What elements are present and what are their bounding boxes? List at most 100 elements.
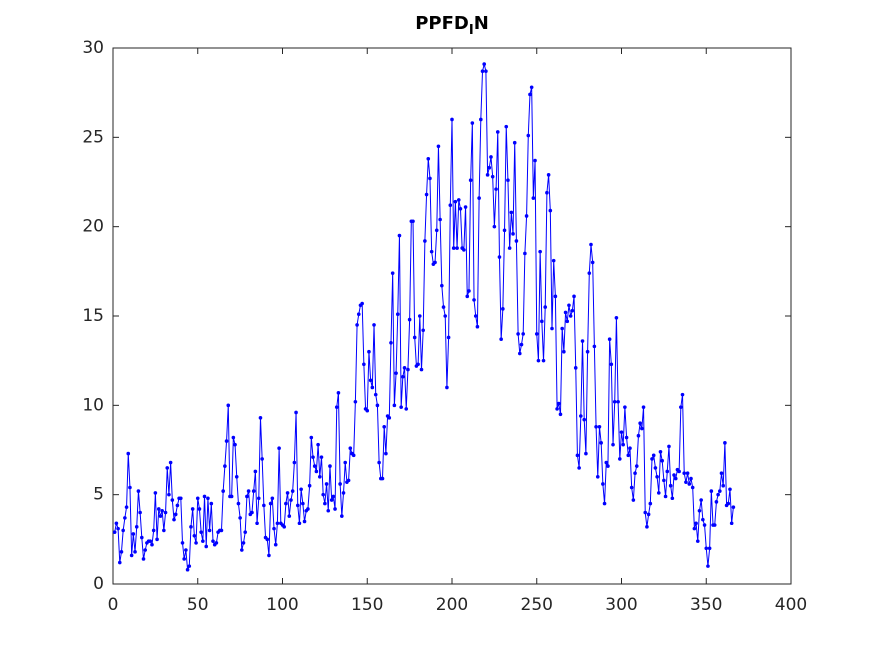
data-point: [485, 173, 490, 177]
data-point: [499, 337, 503, 342]
data-point: [653, 466, 658, 470]
y-tick-label: 30: [82, 38, 104, 58]
data-point: [634, 464, 639, 468]
data-point: [319, 455, 324, 459]
data-point: [353, 399, 358, 404]
data-point: [343, 460, 348, 465]
data-point: [258, 416, 263, 420]
data-point: [292, 460, 297, 465]
data-point: [453, 199, 458, 204]
data-point: [412, 335, 417, 340]
data-point: [706, 564, 710, 568]
data-point: [536, 358, 541, 363]
data-point: [138, 510, 142, 515]
data-point: [277, 446, 281, 451]
data-point: [223, 464, 227, 468]
data-point: [455, 246, 459, 250]
data-point: [206, 496, 210, 501]
data-point: [211, 539, 215, 543]
data-point: [241, 541, 246, 545]
x-tick-label: 50: [187, 595, 209, 615]
data-point: [475, 324, 480, 329]
data-point: [679, 405, 683, 409]
data-point: [116, 526, 120, 531]
data-point: [541, 358, 546, 363]
data-point: [621, 442, 625, 447]
data-point: [556, 401, 561, 406]
data-point: [173, 512, 178, 517]
data-point: [306, 507, 310, 511]
data-point: [253, 469, 258, 474]
data-point: [402, 366, 407, 370]
title-main: PPFD: [415, 13, 469, 34]
data-point: [728, 487, 732, 492]
data-point: [624, 435, 629, 440]
data-point: [611, 442, 615, 447]
data-point: [179, 496, 183, 501]
data-point: [523, 251, 527, 256]
data-point: [580, 339, 585, 343]
data-point: [533, 158, 537, 163]
data-point: [250, 510, 254, 515]
data-point: [424, 192, 429, 197]
data-point: [233, 442, 237, 447]
data-point: [155, 537, 159, 542]
data-point: [411, 219, 415, 224]
data-point: [341, 491, 346, 495]
data-point: [507, 246, 512, 250]
data-point: [311, 455, 315, 459]
data-point: [384, 451, 388, 456]
title-rest: N: [474, 13, 489, 34]
data-point: [524, 214, 529, 218]
data-point: [721, 483, 725, 488]
data-point: [477, 196, 481, 200]
data-point: [331, 494, 336, 499]
data-point: [626, 453, 631, 458]
data-point: [589, 242, 593, 247]
data-point: [394, 371, 398, 375]
data-point: [534, 332, 539, 336]
data-point: [714, 500, 719, 504]
data-point: [197, 507, 202, 511]
data-point: [629, 485, 634, 490]
data-point: [514, 239, 519, 243]
data-point: [694, 521, 698, 526]
x-tick-label: 350: [690, 595, 722, 615]
data-point: [375, 403, 380, 408]
data-point: [473, 314, 478, 318]
data-point: [695, 539, 700, 543]
data-point: [419, 367, 424, 372]
data-point: [156, 507, 161, 511]
data-point: [445, 385, 449, 390]
data-point: [572, 294, 576, 299]
data-point: [568, 314, 573, 318]
data-point: [126, 451, 131, 456]
data-point: [240, 548, 244, 552]
data-point: [546, 173, 551, 177]
data-point: [643, 510, 648, 515]
x-tick-label: 100: [266, 595, 298, 615]
data-point: [685, 471, 690, 476]
x-tick-label: 200: [436, 595, 468, 615]
data-point: [719, 471, 724, 476]
data-point: [663, 494, 668, 499]
data-point: [395, 312, 400, 317]
data-point: [172, 517, 176, 522]
y-tick-label: 20: [82, 217, 104, 237]
data-point: [623, 405, 627, 409]
data-point: [365, 408, 370, 413]
data-point: [370, 385, 375, 390]
data-point: [712, 523, 717, 527]
data-point: [597, 424, 602, 429]
data-point: [185, 567, 190, 572]
data-point: [451, 246, 456, 250]
data-point: [638, 421, 642, 426]
data-point: [392, 403, 397, 408]
data-point: [614, 315, 619, 320]
data-point: [397, 233, 402, 238]
data-point: [718, 489, 722, 493]
data-point: [682, 471, 687, 476]
data-point: [640, 426, 644, 431]
data-point: [606, 464, 610, 468]
